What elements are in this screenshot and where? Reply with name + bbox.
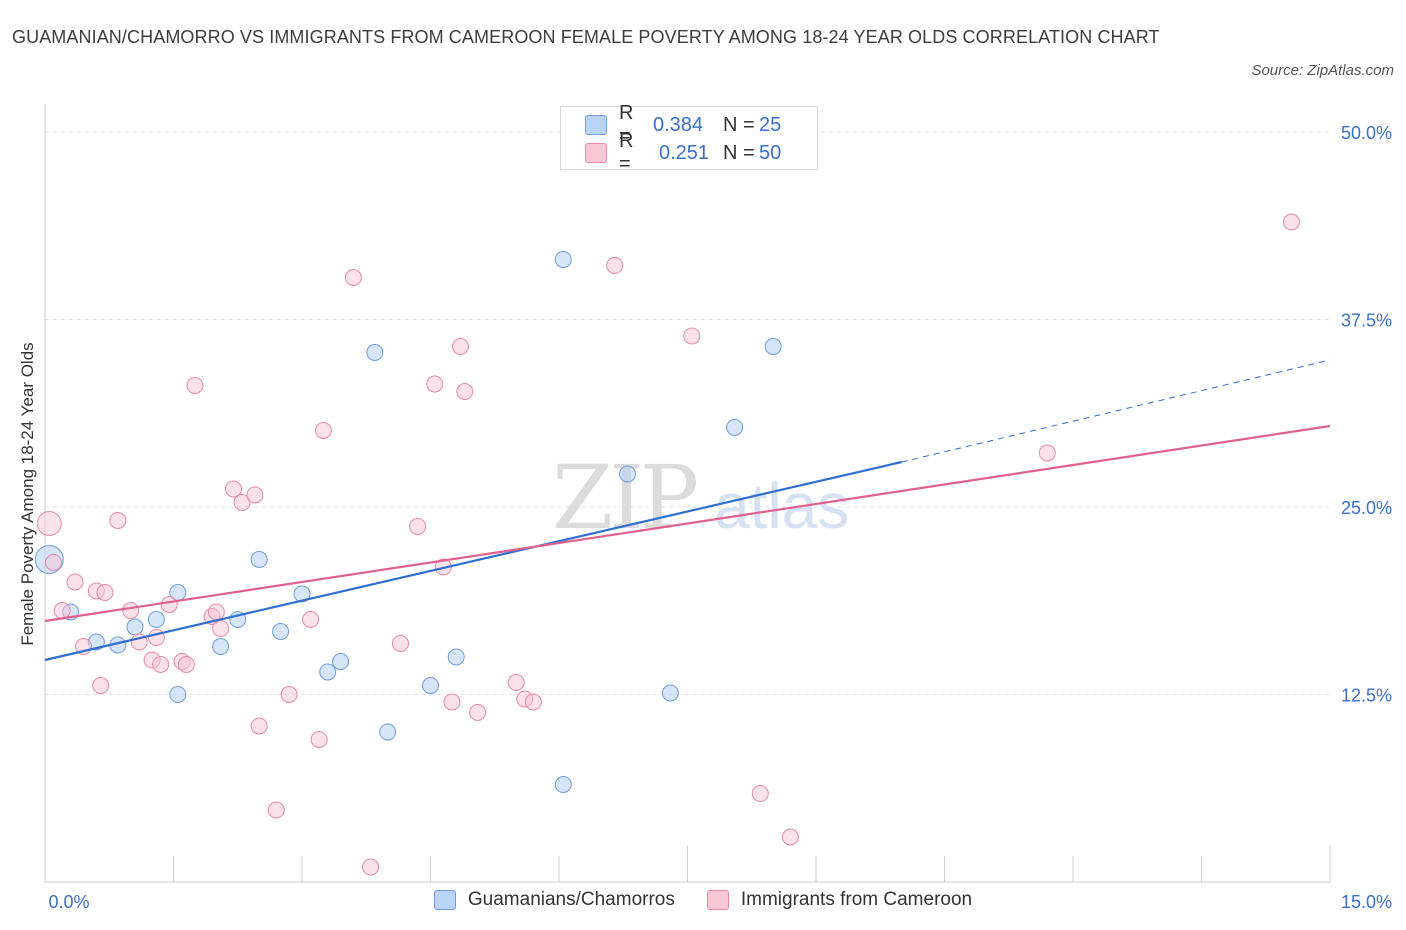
x-tick-label: 0.0% <box>48 892 89 912</box>
legend-n-label: N = <box>723 141 755 164</box>
y-tick-label: 25.0% <box>1341 498 1392 518</box>
cameroon-point <box>443 693 461 711</box>
cameroon-point <box>456 383 474 400</box>
legend-r-value: 0.384 <box>653 113 704 136</box>
guamanian-point <box>726 419 744 436</box>
cameroon-point <box>781 828 799 846</box>
cameroon-point <box>224 480 242 498</box>
cameroon-point <box>233 494 251 511</box>
cameroon-point <box>683 327 701 345</box>
guamanian-point <box>764 338 782 355</box>
guamanian-point <box>272 623 290 640</box>
cameroon-point <box>207 603 225 621</box>
series-swatch-blue <box>433 890 456 910</box>
correlation-legend: R = 0.384 N = 25 R = 0.251 N = 50 <box>560 102 818 175</box>
cameroon-point <box>160 596 178 613</box>
cameroon-point <box>1038 444 1056 462</box>
watermark-atlas: atlas <box>714 470 849 542</box>
guamanian-point <box>366 344 384 361</box>
guamanian-point <box>126 618 144 636</box>
guamanian-point <box>661 684 679 702</box>
guamanian-point <box>422 677 439 694</box>
cameroon-point <box>109 512 127 529</box>
guamanian-point <box>212 638 230 655</box>
cameroon-point <box>392 635 410 652</box>
cameroon-point <box>212 620 230 637</box>
legend-r-label: R = <box>619 130 634 175</box>
cameroon-point <box>122 602 140 619</box>
cameroon-point <box>362 858 380 876</box>
guamanian-point <box>554 776 572 793</box>
cameroon-point <box>96 584 114 601</box>
series-swatch-pink <box>706 890 729 910</box>
cameroon-point <box>314 422 332 439</box>
legend-r-value: 0.251 <box>659 141 710 164</box>
cameroon-point <box>92 677 110 694</box>
cameroon-point <box>45 554 63 571</box>
cameroon-trend-line <box>44 424 1331 623</box>
series-legend: Guamanians/Chamorros Immigrants from Cam… <box>0 889 1406 911</box>
guamanian-point <box>147 611 165 628</box>
cameroon-point <box>66 573 84 591</box>
cameroon-point <box>36 511 62 536</box>
cameroon-point <box>310 731 328 748</box>
series-legend-cameroon: Immigrants from Cameroon <box>706 889 973 911</box>
guamanian-point <box>619 465 637 483</box>
y-tick-label: 37.5% <box>1341 311 1392 331</box>
cameroon-point <box>469 704 487 721</box>
y-tick-label: 12.5% <box>1341 686 1392 706</box>
series-legend-guamanian: Guamanians/Chamorros <box>433 889 675 911</box>
legend-swatch-pink <box>585 143 607 163</box>
y-axis-label: Female Poverty Among 18-24 Year Olds <box>18 342 37 646</box>
series-label-cameroon: Immigrants from Cameroon <box>740 889 973 910</box>
legend-n-value: 25 <box>759 113 782 136</box>
cameroon-point <box>409 518 427 535</box>
legend-n-label: N = <box>723 113 755 136</box>
guamanian-point <box>319 663 337 681</box>
guamanian-trend-extension <box>901 359 1331 463</box>
cameroon-point <box>250 717 268 735</box>
guamanian-point <box>332 653 350 670</box>
cameroon-point <box>1282 213 1300 231</box>
cameroon-point <box>267 801 285 819</box>
cameroon-point <box>280 686 298 703</box>
cameroon-point <box>302 611 320 628</box>
cameroon-point <box>751 785 769 802</box>
x-tick-label: 15.0% <box>1341 892 1392 912</box>
guamanian-point <box>379 723 397 741</box>
cameroon-point <box>186 377 204 394</box>
guamanian-point <box>293 585 311 603</box>
cameroon-point <box>246 486 264 504</box>
cameroon-point <box>426 375 444 393</box>
cameroon-point <box>344 269 362 286</box>
source-label: Source: ZipAtlas.com <box>1251 62 1394 79</box>
cameroon-point <box>606 257 624 274</box>
legend-row-guamanian: R = 0.384 N = 25 <box>585 102 782 147</box>
legend-r-label: R = <box>619 102 634 147</box>
y-tick-label: 50.0% <box>1341 123 1392 143</box>
cameroon-point <box>53 602 71 619</box>
cameroon-point <box>152 656 170 673</box>
guamanian-point <box>554 251 572 268</box>
guamanian-point <box>169 686 187 703</box>
legend-n-value: 50 <box>759 141 782 164</box>
cameroon-point <box>524 693 542 711</box>
series-label-guamanian: Guamanians/Chamorros <box>467 889 675 910</box>
legend-row-cameroon: R = 0.251 N = 50 <box>585 130 782 175</box>
cameroon-point <box>451 338 469 355</box>
chart-title: GUAMANIAN/CHAMORRO VS IMMIGRANTS FROM CA… <box>12 27 1160 47</box>
cameroon-point <box>177 656 195 673</box>
guamanian-point <box>250 551 268 568</box>
guamanian-point <box>447 648 465 666</box>
legend-swatch-blue <box>585 115 607 135</box>
guamanian-trend-line <box>44 460 902 662</box>
cameroon-point <box>507 674 525 691</box>
